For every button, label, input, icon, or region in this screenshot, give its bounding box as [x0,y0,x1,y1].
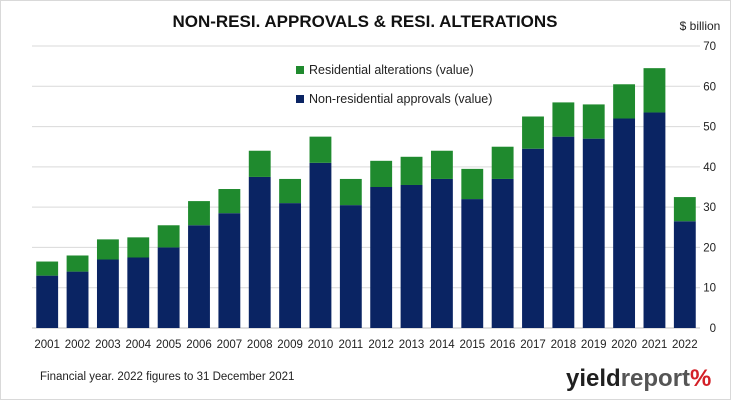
bar-residential-alterations [552,102,575,137]
bar-non-residential [188,225,210,328]
x-tick-label: 2008 [247,339,273,351]
x-tick-label: 2011 [338,339,363,351]
bar-residential-alterations [36,261,59,276]
x-tick-label: 2010 [308,339,334,351]
x-tick-label: 2009 [277,339,303,351]
x-tick-label: 2019 [581,339,607,351]
bar-residential-alterations [279,178,302,204]
y-tick-label: 40 [703,162,716,174]
bar-residential-alterations [218,189,241,214]
x-tick-label: 2015 [459,339,485,351]
bar-residential-alterations [613,84,636,119]
bar-residential-alterations [461,168,484,200]
x-tick-labels: 2001 2002 2003 2004 2005 2006 2007 2008 2009 2010… [34,339,697,351]
unit-label: $ billion [680,19,721,33]
bar-non-residential [279,203,302,328]
y-tick-label: 70 [703,41,716,53]
x-tick-label: 2014 [429,339,455,351]
brand-percent: % [690,365,711,392]
bar-residential-alterations [673,197,696,222]
x-tick-label: 2012 [368,339,394,351]
bar-residential-alterations [643,68,666,113]
x-tick-label: 2013 [399,339,425,351]
bar-residential-alterations [127,237,150,258]
bar-non-residential [461,199,484,328]
legend-swatch-non-residential [296,95,304,103]
y-tick-labels: 0 10 20 30 40 50 60 70 [703,41,716,335]
chart-title: NON-RESI. APPROVALS & RESI. ALTERATIONS [172,12,557,31]
x-tick-label: 2017 [520,339,546,351]
bar-non-residential [66,271,89,328]
bar-residential-alterations [96,239,119,260]
bar-non-residential [643,112,666,328]
y-tick-label: 20 [703,242,716,254]
x-tick-label: 2001 [34,339,60,351]
y-tick-label: 50 [703,122,716,134]
bar-non-residential [248,176,271,328]
bar-residential-alterations [309,136,332,163]
brand-report: report [621,365,690,392]
bar-non-residential [157,247,180,328]
bar-residential-alterations [522,116,544,149]
y-tick-label: 30 [703,202,716,214]
bar-residential-alterations [400,156,423,185]
bar-non-residential [309,162,332,328]
y-tick-label: 60 [703,81,716,93]
x-tick-label: 2005 [156,339,182,351]
bar-residential-alterations [582,104,605,139]
y-tick-label: 0 [710,323,716,335]
legend-label-non-residential: Non-residential approvals (value) [309,92,492,106]
x-tick-label: 2004 [125,339,151,351]
bar-non-residential [400,184,423,328]
bar-residential-alterations [188,201,210,226]
bar-non-residential [522,148,544,328]
bar-non-residential [582,138,605,328]
x-tick-label: 2006 [186,339,212,351]
bar-residential-alterations [248,150,271,177]
bar-residential-alterations [339,178,362,206]
x-tick-label: 2021 [642,339,668,351]
bar-residential-alterations [491,146,514,179]
footnote: Financial year. 2022 figures to 31 Decem… [40,371,294,383]
x-tick-label: 2002 [65,339,91,351]
x-tick-label: 2018 [551,339,577,351]
bar-non-residential [339,205,362,328]
bar-non-residential [430,178,453,328]
bar-non-residential [552,136,575,328]
x-tick-label: 2016 [490,339,516,351]
bar-non-residential [36,275,59,328]
bar-non-residential [96,259,119,328]
y-tick-label: 10 [703,283,716,295]
x-tick-label: 2022 [672,339,698,351]
brand-yield: yield [566,365,621,392]
bar-non-residential [673,221,696,328]
legend-label-residential: Residential alterations (value) [309,63,474,77]
bar-residential-alterations [157,225,180,248]
svg-text:yieldreport%: yieldreport% [566,365,711,392]
x-tick-label: 2020 [611,339,637,351]
bar-non-residential [613,118,636,328]
bar-residential-alterations [66,255,89,272]
legend: Residential alterations (value) Non-resi… [296,63,492,106]
x-tick-label: 2003 [95,339,121,351]
legend-swatch-residential [296,66,304,74]
bars [36,68,696,328]
bar-non-residential [491,178,514,328]
yieldreport-logo: yieldreport% [566,365,711,392]
bar-residential-alterations [370,160,393,187]
bar-non-residential [370,187,393,328]
bar-residential-alterations [430,150,453,179]
x-tick-label: 2007 [217,339,243,351]
bar-non-residential [127,257,150,328]
bar-non-residential [218,213,241,328]
